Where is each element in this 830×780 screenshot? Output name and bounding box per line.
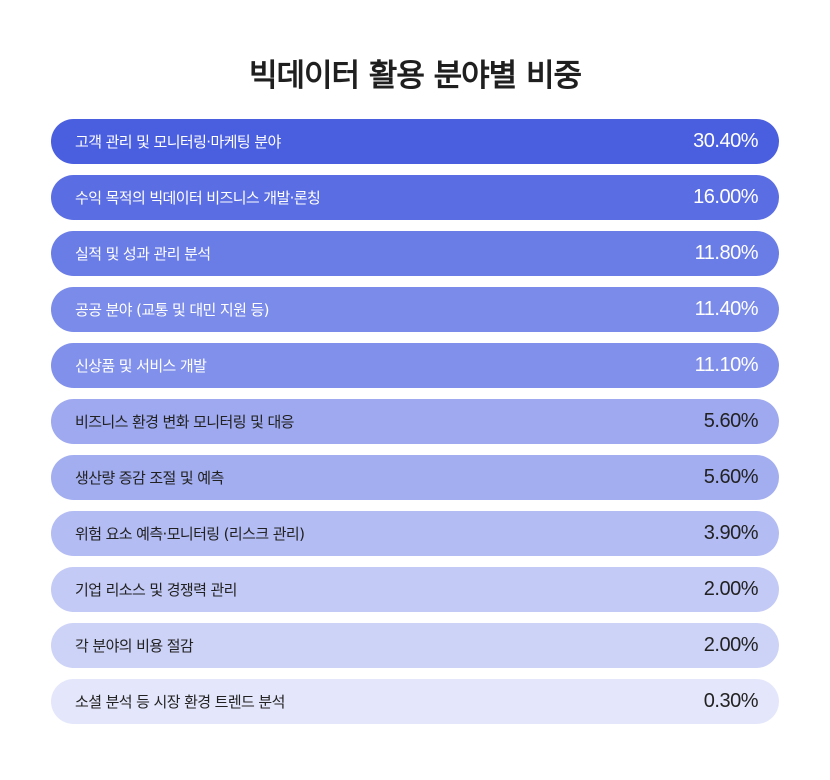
category-value: 3.90% xyxy=(703,522,759,544)
category-value: 11.10% xyxy=(694,354,759,376)
category-row: 공공 분야 (교통 및 대민 지원 등) 11.40% xyxy=(51,287,779,332)
category-value: 11.40% xyxy=(694,298,759,320)
category-label: 위험 요소 예측·모니터링 (리스크 관리) xyxy=(75,525,305,543)
category-row: 수익 목적의 빅데이터 비즈니스 개발·론칭 16.00% xyxy=(51,175,779,220)
category-value: 0.30% xyxy=(703,690,759,712)
category-value: 5.60% xyxy=(703,410,759,432)
category-value: 16.00% xyxy=(693,186,758,208)
category-label: 수익 목적의 빅데이터 비즈니스 개발·론칭 xyxy=(75,189,321,207)
category-value: 2.00% xyxy=(703,578,759,600)
category-label: 각 분야의 비용 절감 xyxy=(75,637,194,655)
category-row: 생산량 증감 조절 및 예측 5.60% xyxy=(51,455,779,500)
category-label: 고객 관리 및 모니터링·마케팅 분야 xyxy=(75,133,281,151)
category-value: 5.60% xyxy=(703,466,759,488)
category-label: 기업 리소스 및 경쟁력 관리 xyxy=(75,581,237,599)
category-label: 실적 및 성과 관리 분석 xyxy=(75,245,211,263)
category-row: 기업 리소스 및 경쟁력 관리 2.00% xyxy=(51,567,779,612)
category-label: 비즈니스 환경 변화 모니터링 및 대응 xyxy=(75,413,294,431)
category-value: 2.00% xyxy=(703,634,759,656)
category-row: 실적 및 성과 관리 분석 11.80% xyxy=(51,231,779,276)
category-label: 공공 분야 (교통 및 대민 지원 등) xyxy=(75,301,270,319)
category-row: 위험 요소 예측·모니터링 (리스크 관리) 3.90% xyxy=(51,511,779,556)
category-label: 소셜 분석 등 시장 환경 트렌드 분석 xyxy=(75,693,285,711)
category-label: 생산량 증감 조절 및 예측 xyxy=(75,469,224,487)
category-label: 신상품 및 서비스 개발 xyxy=(75,357,207,375)
category-row: 고객 관리 및 모니터링·마케팅 분야 30.40% xyxy=(51,119,779,164)
category-row: 비즈니스 환경 변화 모니터링 및 대응 5.60% xyxy=(51,399,779,444)
category-value: 11.80% xyxy=(694,242,759,264)
chart-title: 빅데이터 활용 분야별 비중 xyxy=(248,58,582,94)
category-row: 소셜 분석 등 시장 환경 트렌드 분석 0.30% xyxy=(51,679,779,724)
category-row: 신상품 및 서비스 개발 11.10% xyxy=(51,343,779,388)
category-value: 30.40% xyxy=(693,130,758,152)
category-row: 각 분야의 비용 절감 2.00% xyxy=(51,623,779,668)
